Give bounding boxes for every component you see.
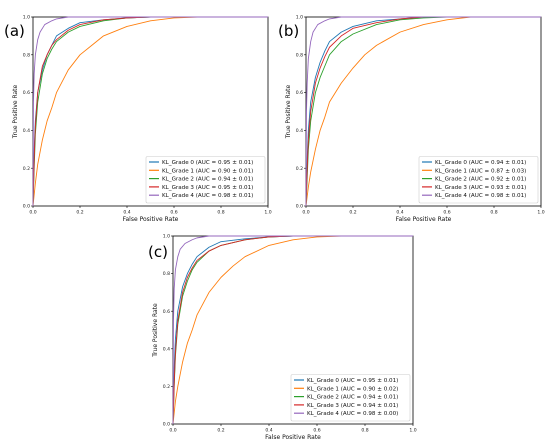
x-tick-label: 0.8 bbox=[217, 210, 224, 216]
legend-entry: KL_Grade 1 (AUC = 0.87 ± 0.03) bbox=[435, 168, 526, 174]
x-tick-label: 1.0 bbox=[409, 428, 416, 434]
x-axis-label: False Positive Rate bbox=[123, 216, 179, 223]
x-tick-label: 1.0 bbox=[537, 210, 544, 216]
x-tick-label: 0.8 bbox=[490, 210, 497, 216]
y-tick-label: 0.6 bbox=[163, 309, 170, 315]
x-axis-label: False Positive Rate bbox=[265, 434, 321, 441]
y-tick-label: 0.8 bbox=[163, 271, 170, 277]
y-tick-label: 1.0 bbox=[296, 15, 303, 21]
legend-entry: KL_Grade 1 (AUC = 0.90 ± 0.01) bbox=[162, 168, 253, 174]
roc-curve-series-1 bbox=[305, 16, 541, 207]
y-tick-label: 0.2 bbox=[296, 166, 303, 172]
roc-curve-series-4 bbox=[305, 16, 541, 207]
legend-entry: KL_Grade 0 (AUC = 0.95 ± 0.01) bbox=[162, 160, 253, 166]
legend-box bbox=[290, 374, 411, 422]
x-tick-label: 0.0 bbox=[302, 210, 309, 216]
roc-curve-series-3 bbox=[172, 235, 413, 425]
y-axis-label: True Positive Rate bbox=[152, 303, 159, 358]
y-tick-label: 0.0 bbox=[163, 422, 170, 428]
roc-panel-3: (c) 0.0 0.2 0.4 0.6 0.8 1.0 0.0 0.2 0.4 0.6 0.8 1.0 F… bbox=[148, 234, 417, 441]
x-tick-label: 0.2 bbox=[76, 210, 83, 216]
x-tick-label: 0.4 bbox=[396, 210, 403, 216]
legend-entry: KL_Grade 3 (AUC = 0.95 ± 0.01) bbox=[162, 185, 253, 191]
x-tick-label: 0.6 bbox=[170, 210, 177, 216]
roc-curve-series-4 bbox=[172, 235, 413, 425]
legend-entry: KL_Grade 1 (AUC = 0.90 ± 0.02) bbox=[307, 386, 398, 392]
legend-entry: KL_Grade 4 (AUC = 0.98 ± 0.00) bbox=[307, 411, 398, 417]
roc-curve-series-3 bbox=[305, 16, 541, 207]
y-tick-label: 0.4 bbox=[23, 128, 30, 134]
legend-entry: KL_Grade 2 (AUC = 0.94 ± 0.01) bbox=[162, 177, 253, 183]
x-tick-label: 0.2 bbox=[349, 210, 356, 216]
legend-entry: KL_Grade 2 (AUC = 0.94 ± 0.01) bbox=[307, 395, 398, 401]
y-tick-label: 0.8 bbox=[296, 52, 303, 58]
legend-box bbox=[145, 156, 266, 204]
x-axis-label: False Positive Rate bbox=[396, 216, 452, 223]
x-tick-label: 0.4 bbox=[265, 428, 272, 434]
x-tick-label: 0.6 bbox=[313, 428, 320, 434]
y-tick-label: 0.4 bbox=[296, 128, 303, 134]
roc-panel-1: (a) 0.0 0.2 0.4 0.6 0.8 1.0 0.0 0.2 0.4 0.6 0.8 1.0 F… bbox=[4, 15, 272, 223]
x-tick-label: 0.4 bbox=[123, 210, 130, 216]
y-tick-label: 0.6 bbox=[23, 90, 30, 96]
legend-box bbox=[418, 156, 539, 204]
y-tick-label: 0.0 bbox=[23, 204, 30, 210]
y-tick-label: 0.8 bbox=[23, 52, 30, 58]
y-axis-label: True Positive Rate bbox=[285, 84, 292, 139]
y-axis-label: True Positive Rate bbox=[12, 84, 19, 139]
y-tick-label: 0.0 bbox=[296, 204, 303, 210]
y-tick-label: 0.2 bbox=[163, 384, 170, 390]
roc-curve-series-4 bbox=[32, 16, 268, 207]
x-tick-label: 0.2 bbox=[217, 428, 224, 434]
panel-letter: (b) bbox=[278, 22, 299, 40]
legend-entry: KL_Grade 0 (AUC = 0.95 ± 0.01) bbox=[307, 378, 398, 384]
panel-letter: (a) bbox=[4, 22, 25, 40]
y-tick-label: 0.4 bbox=[163, 346, 170, 352]
y-tick-label: 1.0 bbox=[23, 15, 30, 21]
panel-letter: (c) bbox=[148, 243, 168, 261]
legend-entry: KL_Grade 4 (AUC = 0.98 ± 0.01) bbox=[435, 193, 526, 199]
legend-entry: KL_Grade 2 (AUC = 0.92 ± 0.01) bbox=[435, 177, 526, 183]
legend-entry: KL_Grade 4 (AUC = 0.98 ± 0.01) bbox=[162, 193, 253, 199]
roc-curve-series-2 bbox=[305, 16, 541, 207]
roc-curve-series-3 bbox=[32, 16, 268, 207]
x-tick-label: 1.0 bbox=[264, 210, 271, 216]
roc-curve-series-1 bbox=[172, 235, 413, 425]
legend-entry: KL_Grade 3 (AUC = 0.94 ± 0.01) bbox=[307, 403, 398, 409]
y-tick-label: 1.0 bbox=[163, 234, 170, 240]
x-tick-label: 0.0 bbox=[29, 210, 36, 216]
x-tick-label: 0.0 bbox=[169, 428, 176, 434]
x-tick-label: 0.6 bbox=[443, 210, 450, 216]
x-tick-label: 0.8 bbox=[361, 428, 368, 434]
roc-curve-series-1 bbox=[32, 16, 268, 207]
y-tick-label: 0.6 bbox=[296, 90, 303, 96]
legend-entry: KL_Grade 3 (AUC = 0.93 ± 0.01) bbox=[435, 185, 526, 191]
y-tick-label: 0.2 bbox=[23, 166, 30, 172]
roc-panel-2: (b) 0.0 0.2 0.4 0.6 0.8 1.0 0.0 0.2 0.4 0.6 0.8 1.0 F… bbox=[278, 15, 545, 223]
legend-entry: KL_Grade 0 (AUC = 0.94 ± 0.01) bbox=[435, 160, 526, 166]
